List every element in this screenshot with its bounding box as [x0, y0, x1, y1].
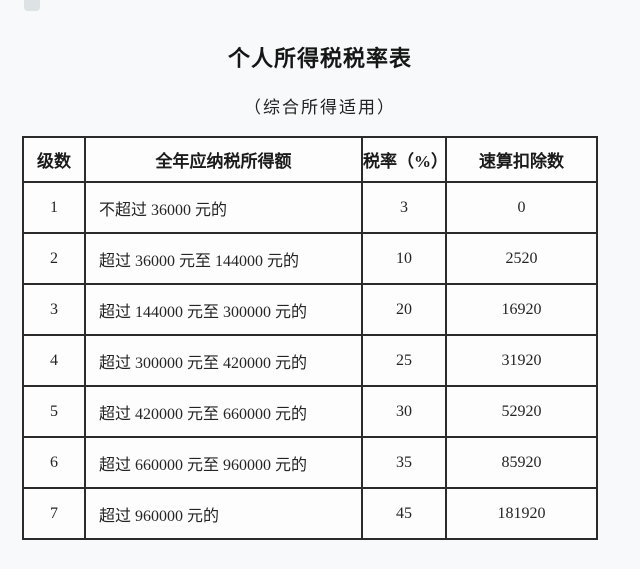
column-header-deduction: 速算扣除数 [445, 136, 598, 183]
cell-rate: 3 [361, 181, 447, 234]
column-header-income: 全年应纳税所得额 [84, 136, 363, 183]
cell-level: 6 [22, 436, 86, 489]
cell-income: 超过 36000 元至 144000 元的 [84, 232, 363, 285]
cell-rate: 45 [361, 487, 447, 540]
cell-deduction: 181920 [445, 487, 598, 540]
cell-level: 1 [22, 181, 86, 234]
cell-deduction: 0 [445, 181, 598, 234]
table-row: 4 超过 300000 元至 420000 元的 25 31920 [22, 334, 598, 387]
cell-level: 7 [22, 487, 86, 540]
cell-deduction: 2520 [445, 232, 598, 285]
cell-level: 4 [22, 334, 86, 387]
cell-income: 超过 420000 元至 660000 元的 [84, 385, 363, 438]
table-row: 6 超过 660000 元至 960000 元的 35 85920 [22, 436, 598, 489]
cell-deduction: 52920 [445, 385, 598, 438]
tax-rate-table: 级数 全年应纳税所得额 税率（%） 速算扣除数 1 不超过 36000 元的 3… [22, 136, 598, 540]
column-header-rate: 税率（%） [361, 136, 448, 183]
cell-rate: 20 [361, 283, 447, 336]
table-row: 1 不超过 36000 元的 3 0 [22, 181, 598, 234]
column-header-level: 级数 [22, 136, 86, 183]
table-row: 2 超过 36000 元至 144000 元的 10 2520 [22, 232, 598, 285]
page-subtitle: （综合所得适用） [244, 98, 396, 117]
scan-artifact [24, 0, 40, 11]
cell-deduction: 16920 [445, 283, 598, 336]
cell-rate: 30 [361, 385, 447, 438]
cell-level: 5 [22, 385, 86, 438]
table-row: 7 超过 960000 元的 45 181920 [22, 487, 598, 540]
table-row: 5 超过 420000 元至 660000 元的 30 52920 [22, 385, 598, 438]
cell-income: 不超过 36000 元的 [84, 181, 363, 234]
table-header-row: 级数 全年应纳税所得额 税率（%） 速算扣除数 [22, 136, 598, 183]
table-row: 3 超过 144000 元至 300000 元的 20 16920 [22, 283, 598, 336]
cell-deduction: 31920 [445, 334, 598, 387]
cell-rate: 10 [361, 232, 447, 285]
cell-income: 超过 960000 元的 [84, 487, 363, 540]
cell-income: 超过 144000 元至 300000 元的 [84, 283, 363, 336]
cell-level: 3 [22, 283, 86, 336]
cell-income: 超过 300000 元至 420000 元的 [84, 334, 363, 387]
page-title: 个人所得税税率表 [227, 46, 412, 71]
cell-rate: 35 [361, 436, 447, 489]
cell-level: 2 [22, 232, 86, 285]
cell-income: 超过 660000 元至 960000 元的 [84, 436, 363, 489]
cell-rate: 25 [361, 334, 447, 387]
cell-deduction: 85920 [445, 436, 598, 489]
